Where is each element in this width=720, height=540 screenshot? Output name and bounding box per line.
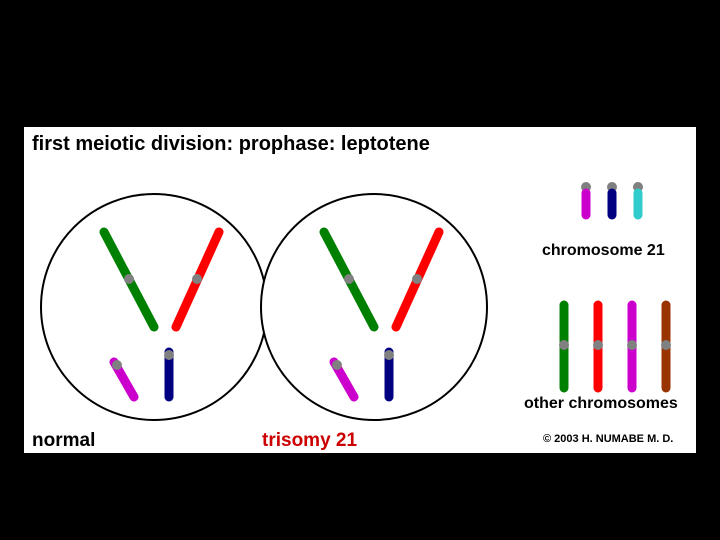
copyright: © 2003 H. NUMABE M. D. [543,433,673,445]
label-trisomy21: trisomy 21 [262,430,357,452]
label-normal: normal [32,430,95,452]
diagram-panel: first meiotic division: prophase: leptot… [22,125,698,455]
label-other-chromosomes: other chromosomes [524,395,678,413]
label-chromosome21: chromosome 21 [542,242,665,260]
